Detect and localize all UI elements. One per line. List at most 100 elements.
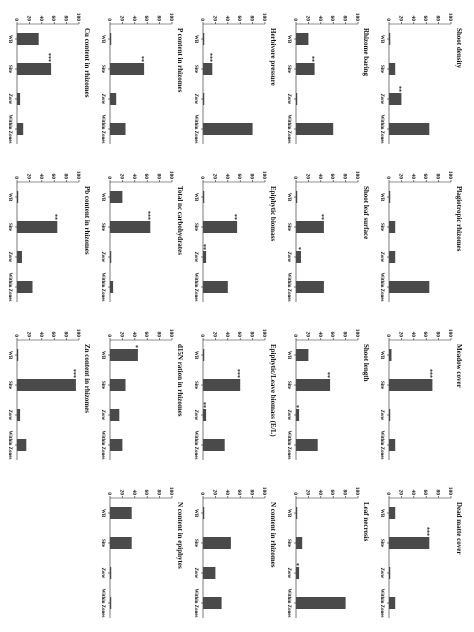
- y-tick-label: 40: [410, 174, 416, 180]
- chart-panel: Rhizome baring 0 20 40 60 80 100 WB Site ** Zone Wi…: [286, 13, 370, 144]
- x-tick-label: Site: [193, 539, 198, 548]
- y-tick-label: 0: [13, 176, 19, 179]
- x-tick-label: Within Zones: [193, 589, 198, 618]
- panel-title: Shoot density: [455, 28, 463, 69]
- significance-label: **: [200, 402, 206, 408]
- bar: [203, 93, 205, 105]
- bar: [203, 507, 205, 519]
- y-tick-label: 80: [435, 332, 441, 338]
- bar: [296, 281, 324, 293]
- y-tick-label: 0: [385, 176, 391, 179]
- x-tick-label: WB: [193, 509, 198, 518]
- y-tick-label: 0: [385, 334, 391, 337]
- chart-panel: Leaf necrosis 0 20 40 60 80 100 WB Site Zone* With…: [286, 487, 370, 618]
- y-tick-label: 0: [13, 18, 19, 21]
- y-tick-label: 20: [397, 16, 403, 22]
- chart-panel: Shoot density 0 20 40 60 80 100 WB Site Zone ** Wit…: [379, 13, 463, 144]
- x-tick-label: Site: [286, 65, 291, 74]
- significance-label: **: [324, 372, 330, 378]
- y-tick-label: 40: [224, 332, 230, 338]
- significance-label: **: [231, 214, 237, 220]
- y-tick-label: 40: [38, 332, 44, 338]
- y-tick-label: 0: [292, 176, 298, 179]
- bar: [203, 221, 238, 233]
- panel-title: Rhizome baring: [362, 28, 370, 77]
- y-tick-label: 100: [354, 171, 360, 180]
- bar: [296, 33, 309, 45]
- y-tick-label: 40: [410, 490, 416, 496]
- y-tick-label: 60: [143, 174, 149, 180]
- bar: [389, 93, 402, 105]
- bar: [296, 349, 309, 361]
- x-tick-label: WB: [286, 509, 291, 518]
- bar: [110, 379, 126, 391]
- y-tick-label: 80: [435, 16, 441, 22]
- y-tick-label: 20: [118, 16, 124, 22]
- y-tick-label: 40: [317, 16, 323, 22]
- panel-title: Epiphytic/Leave biomass (E/L): [269, 344, 277, 437]
- chart-panel: Herbivore pressure 0 20 40 60 80 100 WB Site *** Z…: [193, 13, 277, 144]
- y-tick-label: 80: [249, 174, 255, 180]
- x-tick-label: Zone: [286, 409, 291, 421]
- bar: [203, 349, 205, 361]
- y-tick-label: 60: [143, 332, 149, 338]
- bar: [389, 191, 391, 203]
- chart-panel: Shoot leaf surface 0 20 40 60 80 100 WB Site ** Zo…: [286, 171, 370, 302]
- x-tick-label: WB: [100, 351, 105, 360]
- y-tick-label: 60: [236, 16, 242, 22]
- y-tick-label: 20: [25, 332, 31, 338]
- y-tick-label: 60: [50, 174, 56, 180]
- x-tick-label: Site: [7, 65, 12, 74]
- x-tick-label: WB: [379, 351, 384, 360]
- significance-label: ***: [423, 527, 429, 536]
- bar: [202, 597, 222, 609]
- panel-title: Shoot leaf surface: [362, 186, 370, 239]
- y-tick-label: 0: [106, 492, 112, 495]
- bar: [17, 63, 52, 75]
- x-tick-label: Site: [286, 223, 291, 232]
- bar: [16, 439, 27, 451]
- bar: [17, 33, 39, 45]
- y-tick-label: 40: [131, 490, 137, 496]
- x-tick-label: Zone: [193, 93, 198, 105]
- y-tick-label: 40: [317, 490, 323, 496]
- bar: [110, 221, 151, 233]
- bar: [203, 33, 205, 45]
- bar: [110, 191, 123, 203]
- bar: [203, 567, 216, 579]
- chart-panel: Plagiotropic rhizomes 0 20 40 60 80 100 WB Site Z…: [379, 171, 463, 302]
- bar: [203, 281, 228, 293]
- chart-panel: Zn content in rhizomes 0 20 40 60 80 100 WB Site…: [7, 329, 91, 460]
- y-tick-label: 80: [63, 332, 69, 338]
- y-tick-label: 20: [304, 490, 310, 496]
- panel-title: Total nc carbohydrates: [176, 186, 184, 255]
- y-tick-label: 40: [410, 16, 416, 22]
- x-tick-label: Site: [286, 381, 291, 390]
- bar: [388, 349, 392, 361]
- x-tick-label: Within Zones: [100, 115, 105, 144]
- y-tick-label: 20: [304, 332, 310, 338]
- y-tick-label: 100: [75, 13, 81, 22]
- y-tick-label: 20: [304, 174, 310, 180]
- y-tick-label: 80: [63, 16, 69, 22]
- bar: [203, 439, 225, 451]
- y-tick-label: 0: [106, 18, 112, 21]
- y-tick-label: 0: [292, 18, 298, 21]
- bar: [389, 537, 430, 549]
- y-tick-label: 100: [447, 487, 453, 496]
- bar: [295, 251, 301, 263]
- x-tick-label: Zone: [193, 409, 198, 421]
- bar: [17, 281, 33, 293]
- x-tick-label: Within Zones: [7, 431, 12, 460]
- x-tick-label: Zone: [100, 409, 105, 421]
- y-tick-label: 20: [211, 174, 217, 180]
- y-tick-label: 80: [63, 174, 69, 180]
- y-tick-label: 0: [199, 334, 205, 337]
- y-tick-label: 80: [435, 490, 441, 496]
- x-tick-label: Within Zones: [286, 431, 291, 460]
- y-tick-label: 20: [25, 174, 31, 180]
- y-tick-label: 20: [118, 490, 124, 496]
- x-tick-label: Within Zones: [100, 431, 105, 460]
- bar: [203, 379, 241, 391]
- bar: [16, 409, 21, 421]
